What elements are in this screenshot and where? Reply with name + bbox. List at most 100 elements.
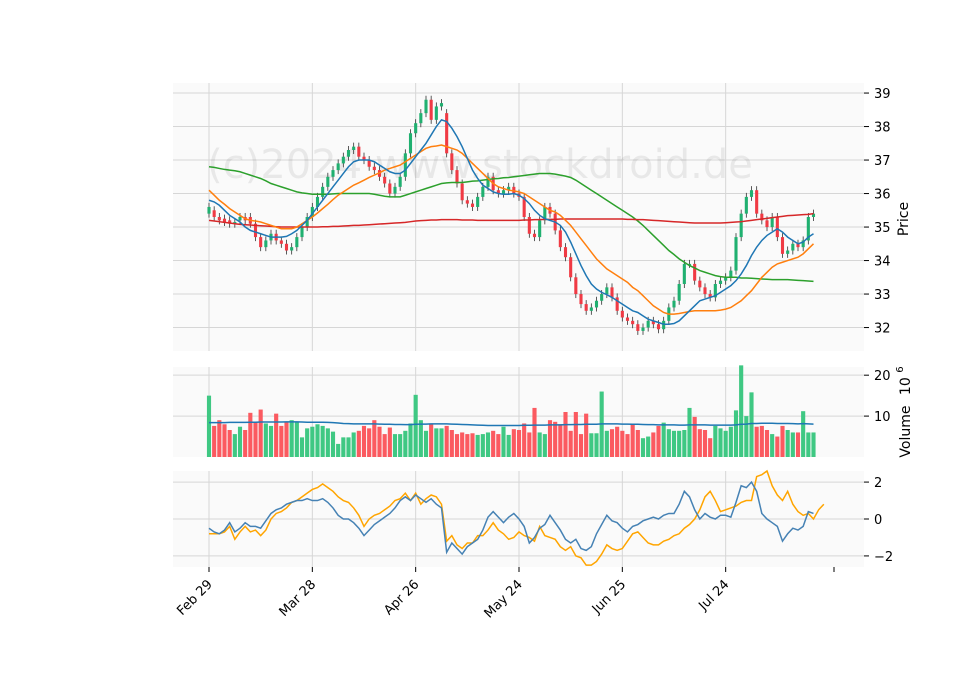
candle-body [419, 113, 423, 124]
candle-body [398, 176, 402, 187]
x-tick-label: Mar 28 [277, 577, 320, 620]
volume-bar [387, 427, 392, 457]
volume-bar [697, 429, 702, 457]
volume-bar [429, 424, 434, 457]
candle-body [300, 227, 304, 238]
volume-bar [439, 428, 444, 457]
candle-body [279, 240, 283, 244]
volume-bar [563, 412, 568, 457]
candle-body [641, 327, 645, 331]
candle-body [765, 220, 769, 228]
volume-bar [299, 437, 305, 457]
volume-bar [227, 430, 232, 457]
volume-bar [723, 430, 728, 457]
candle-body [780, 237, 785, 254]
candle-body [321, 186, 325, 197]
candle-body [677, 284, 681, 301]
candle-body [734, 237, 738, 271]
volume-bar [289, 420, 294, 457]
volume-bar [501, 426, 506, 457]
volume-bar [568, 430, 573, 457]
volume-bar [764, 430, 770, 457]
candle-body [393, 186, 397, 194]
volume-y-tick-label: 10 [874, 410, 891, 425]
volume-bar [594, 433, 599, 457]
candle-body [341, 156, 345, 164]
candle-body [760, 213, 764, 221]
candle-body [672, 300, 676, 308]
x-tick-label: Jul 24 [695, 577, 732, 614]
volume-bar [392, 434, 398, 457]
volume-bar [573, 412, 578, 457]
candle-body [445, 113, 449, 154]
indicator-y-tick-label: 2 [874, 476, 882, 491]
candle-body [744, 196, 748, 214]
volume-bar [398, 434, 403, 457]
volume-bar [449, 430, 454, 457]
volume-bar [284, 421, 289, 457]
candle-body [367, 160, 371, 167]
candle-body [439, 103, 444, 107]
candle-body [615, 297, 619, 311]
candle-body [646, 320, 650, 328]
volume-bar [377, 426, 382, 457]
price-y-tick-label: 39 [874, 87, 891, 102]
candle-body [372, 166, 376, 171]
sma-red-line [208, 212, 814, 228]
volume-bar [578, 434, 584, 457]
price-y-tick-label: 37 [874, 154, 891, 169]
volume-bar [330, 431, 336, 457]
volume-bar [243, 430, 248, 457]
volume-bar [718, 428, 723, 457]
volume-bar [744, 416, 749, 457]
candle-body [755, 190, 759, 214]
volume-bar [589, 433, 594, 457]
candle-body [662, 320, 666, 330]
volume-bar [491, 430, 496, 457]
candle-body [532, 233, 537, 238]
candle-body [424, 99, 428, 114]
candle-body [811, 213, 816, 217]
volume-bar [646, 436, 651, 457]
candle-body [429, 99, 433, 120]
candle-body [579, 294, 583, 305]
volume-bar [336, 443, 341, 457]
candle-body [481, 186, 485, 197]
candle-body [315, 196, 320, 207]
volume-bar [367, 428, 372, 457]
candle-body [388, 183, 392, 194]
x-tick-label: Apr 26 [381, 577, 422, 618]
candle-body [631, 320, 635, 325]
candle-body [749, 190, 754, 197]
candle-body [228, 220, 232, 224]
candle-body [507, 186, 511, 191]
volume-bar [294, 421, 299, 457]
sma-blue-line [208, 118, 814, 325]
candle-body [625, 317, 630, 321]
volume-bar [666, 429, 671, 457]
candle-body [574, 277, 578, 295]
candle-body [357, 146, 361, 157]
volume-bar [713, 425, 718, 457]
volume-bar [511, 429, 516, 457]
volume-bar [609, 429, 615, 457]
volume-bar [630, 424, 635, 457]
candle-body [718, 280, 723, 284]
candle-body [563, 247, 568, 258]
volume-bar [558, 424, 563, 457]
volume-bar [320, 425, 325, 457]
candle-body [522, 196, 526, 217]
volume-bar [542, 434, 547, 457]
candle-body [501, 190, 506, 194]
volume-axis-label-power: 6 [895, 366, 906, 372]
volume-bar [677, 430, 682, 457]
volume-bar [506, 434, 511, 457]
volume-bar [403, 430, 408, 457]
candle-body [538, 220, 542, 238]
volume-bar [728, 426, 733, 457]
candle-body [383, 176, 387, 184]
candle-body [656, 324, 661, 330]
volume-bar [465, 434, 470, 457]
volume-bar [620, 430, 625, 457]
